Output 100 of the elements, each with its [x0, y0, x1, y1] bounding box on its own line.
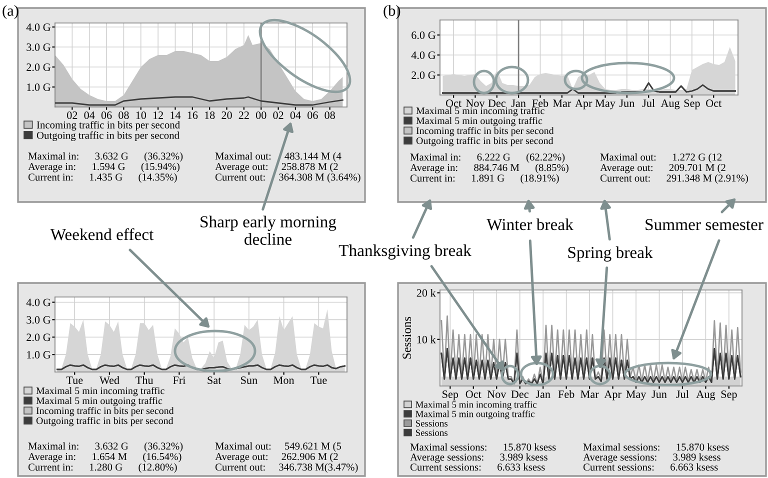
text: Average out: 209.701 M (2 [600, 164, 726, 174]
x-tick-label: 12 [153, 112, 163, 119]
text: Average out: 262.906 M (2 [215, 452, 338, 462]
x-tick-label: Jun [619, 100, 634, 107]
x-tick-label: 14 [170, 112, 181, 119]
legend-label: Outgoing traffic in bits per second [36, 131, 180, 141]
x-tick-label: 08 [324, 111, 335, 119]
text: Average in: 884.746 M (8.85%) [410, 164, 568, 174]
legend-label: Maximal 5 min incoming traffic [416, 401, 537, 410]
x-tick-label: Oct [446, 100, 462, 107]
y-tick-label: 3.0 G [26, 43, 50, 52]
x-tick-label: Mar [580, 390, 599, 398]
legend-label: Sessions [416, 420, 448, 427]
text: Maximal out: 483.144 M (4 [215, 152, 342, 162]
y-tick-label: 10 k [417, 336, 436, 344]
legend-label: Maximal 5 min incoming traffic [416, 107, 544, 116]
text: Average in: 1.594 G (15.94%) [28, 162, 180, 172]
text: Maximal sessions: 15.870 ksess [583, 443, 729, 451]
x-tick-label: Aug [660, 100, 680, 110]
y-tick-label: 6.0 G [412, 31, 436, 40]
x-tick-label: Nov [466, 100, 485, 107]
y-tick-label: 1.0 G [27, 351, 50, 359]
legend-label: Outgoing traffic in bits per second [416, 136, 554, 146]
legend-label: Maximal 5 min outgoing traffic [36, 397, 162, 406]
x-tick-label: 16 [188, 112, 198, 119]
text: Maximal in: 3.632 G (36.32%) [28, 442, 183, 452]
x-tick-label: Sat [208, 376, 222, 384]
x-tick-label: 06 [101, 111, 112, 119]
y-tick-label: 1.0 G [27, 83, 50, 92]
text: Current out: 364.308 M (3.64%) [215, 173, 360, 183]
text: Current in: 1.280 G (12.80%) [28, 463, 177, 473]
y-tick-label: 2.0 G [26, 334, 50, 342]
x-tick-label: Oct [466, 390, 482, 398]
x-tick-label: 20 [222, 111, 232, 119]
x-tick-label: May [595, 100, 616, 110]
x-tick-label: Tue [310, 376, 327, 384]
y-tick-label: 2.0 G [412, 71, 436, 80]
x-tick-label: Jan [511, 100, 526, 107]
x-tick-label: 04 [84, 111, 95, 119]
x-tick-label: Mar [552, 100, 572, 107]
y-tick-label: 3.0 G [26, 316, 50, 324]
x-tick-label: Apr [575, 100, 592, 110]
y-tick-label: 4.0 G [26, 23, 50, 32]
x-tick-label: Jan [536, 390, 550, 398]
legend-label: Incoming traffic in bits per second [36, 121, 180, 131]
legend-label: Sessions [416, 430, 448, 436]
x-tick-label: Wed [99, 376, 120, 384]
legend-label: Incoming traffic in bits per second [36, 406, 174, 416]
x-tick-label: Thu [136, 376, 154, 384]
y-tick-label: 4.0 G [26, 298, 50, 306]
x-tick-label: Dec [488, 100, 506, 107]
x-tick-label: Sep [721, 390, 737, 400]
y-tick-label: 2.0 G [26, 63, 50, 72]
x-tick-label: 02 [273, 111, 284, 119]
x-tick-label: Sun [241, 376, 258, 384]
text: Current out: 291.348 M (2.91%) [600, 174, 748, 184]
text: Maximal out: 1.272 G (12 [600, 153, 722, 163]
x-tick-label: 06 [308, 111, 318, 119]
text: Thanksgiving break [338, 244, 472, 260]
x-tick-label: Aug [696, 390, 716, 400]
legend-label: Maximal 5 min outgoing traffic [416, 410, 534, 420]
x-tick-label: Jun [652, 390, 667, 398]
chart-title: (b) [384, 5, 400, 19]
x-tick-label: 00 [256, 111, 266, 119]
text: Maximal sessions: 15.870 ksess [410, 443, 556, 451]
x-tick-label: Sep [684, 100, 700, 110]
x-tick-label: Tue [66, 376, 83, 384]
text: Weekend effect [50, 228, 154, 240]
x-tick-label: Jul [676, 390, 689, 398]
text: Sharp early morning decline [200, 216, 336, 245]
text: Maximal out: 549.621 M (5 [215, 442, 342, 452]
text: Average sessions: 3.989 ksess [410, 453, 548, 463]
chart-title: (a) [2, 5, 18, 19]
text: Maximal in: 6.222 G (62.22%) [410, 153, 565, 163]
x-tick-label: 04 [290, 111, 301, 119]
text: Average out: 258.878 M (2 [215, 162, 338, 172]
x-tick-label: May [626, 390, 646, 400]
y-axis-title: Sessions [402, 316, 412, 359]
x-tick-label: Mon [274, 376, 294, 384]
text: Spring break [568, 246, 653, 262]
x-tick-label: Jul [642, 99, 655, 107]
text: Summer semester [646, 218, 764, 230]
x-tick-label: Dec [511, 390, 528, 398]
x-tick-label: 02 [67, 111, 78, 119]
x-tick-label: Sep [442, 390, 458, 400]
y-tick-label: 4.0 G [411, 51, 436, 60]
x-tick-label: 22 [238, 112, 249, 119]
x-tick-label: Apr [604, 390, 622, 400]
text: Current sessions: 6.663 ksess [583, 463, 718, 471]
x-tick-label: 08 [118, 111, 129, 119]
text: Winter break [486, 218, 574, 230]
x-tick-label: 10 [136, 111, 146, 119]
text: Current in: 1.891 G (18.91%) [410, 174, 559, 184]
x-tick-label: 18 [205, 111, 215, 119]
x-tick-label: Feb [532, 99, 548, 107]
legend-label: Maximal 5 min incoming traffic [36, 387, 164, 396]
x-tick-label: Nov [487, 390, 506, 398]
text: Average sessions: 3.989 ksess [583, 453, 720, 463]
text: Average in: 1.654 M (16.54%) [28, 452, 182, 462]
x-tick-label: Oct [706, 100, 722, 107]
